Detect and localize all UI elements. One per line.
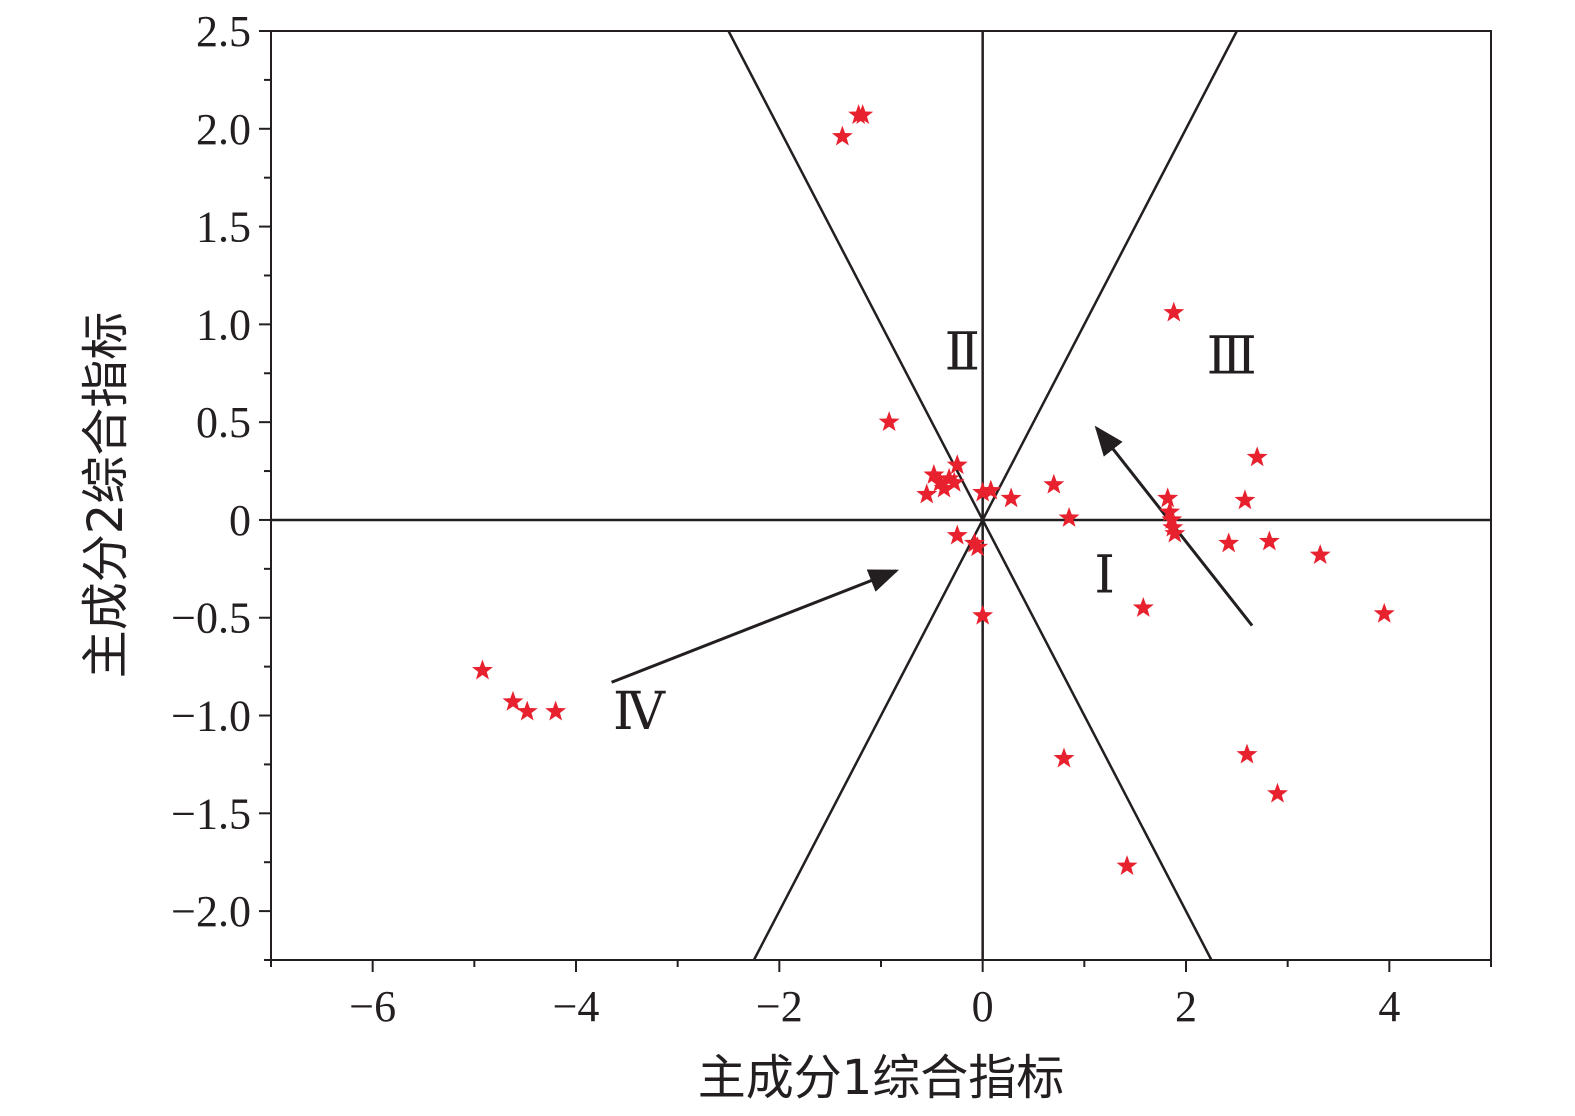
data-point — [916, 483, 938, 504]
data-point — [1309, 544, 1331, 565]
y-axis: 2.5 2.0 1.5 1.0 0.5 0 −0.5 −1.0 −1.5 −2.0 — [171, 7, 271, 961]
data-point — [1246, 446, 1268, 467]
data-point — [1234, 489, 1256, 510]
y-tick-label: −1.0 — [171, 692, 251, 741]
plot-frame — [270, 30, 1492, 961]
data-point — [1157, 487, 1179, 508]
y-axis-title: 主成分2综合指标 — [78, 312, 134, 679]
trend-arrows — [611, 425, 1254, 684]
region-label: Ⅰ — [1094, 547, 1115, 604]
x-axis: −6 −4 −2 0 2 4 — [270, 960, 1492, 1031]
data-point — [472, 659, 493, 680]
data-point — [1236, 743, 1258, 764]
data-point — [1000, 487, 1022, 508]
data-point — [972, 604, 994, 625]
y-tick-label: −1.5 — [171, 789, 251, 838]
data-point — [967, 536, 989, 557]
y-tick-label: −2.0 — [171, 887, 251, 936]
data-point — [1053, 747, 1075, 768]
data-point — [933, 477, 955, 498]
data-point — [964, 532, 985, 553]
y-tick-label: 0 — [229, 496, 251, 545]
data-point — [1162, 516, 1184, 537]
data-point — [1258, 530, 1280, 551]
data-point — [943, 471, 965, 492]
data-point — [1373, 602, 1395, 623]
data-point — [1161, 508, 1183, 529]
x-tick-label: −6 — [349, 982, 396, 1031]
data-point — [1058, 506, 1080, 527]
region-label: Ⅲ — [1207, 328, 1257, 385]
x-axis-title: 主成分1综合指标 — [698, 1050, 1065, 1106]
x-tick-label: 0 — [972, 982, 994, 1031]
x-tick-label: 2 — [1175, 982, 1197, 1031]
y-tick-label: 2.0 — [196, 105, 251, 154]
data-point — [1159, 501, 1181, 522]
data-point — [923, 463, 945, 484]
y-tick-label: 1.0 — [196, 300, 251, 349]
data-point — [1218, 532, 1240, 553]
y-tick-label: 2.5 — [196, 7, 251, 56]
region-labels: Ⅰ Ⅱ Ⅲ Ⅳ — [613, 324, 1257, 741]
data-point — [516, 700, 538, 721]
reference-lines — [271, 31, 1491, 960]
data-point — [831, 125, 853, 146]
data-point — [1132, 596, 1154, 617]
data-point — [878, 411, 900, 432]
y-tick-label: −0.5 — [171, 594, 251, 643]
y-tick-label: 1.5 — [196, 203, 251, 252]
data-point — [1267, 782, 1288, 803]
data-point — [1043, 473, 1065, 494]
data-point — [929, 471, 951, 492]
trend-arrow-1 — [611, 569, 900, 684]
data-point — [852, 104, 874, 124]
data-point — [1116, 855, 1138, 876]
x-tick-label: 4 — [1378, 982, 1400, 1031]
data-point — [938, 467, 960, 488]
reference-line-3 — [727, 31, 1213, 960]
y-tick-label: 0.5 — [196, 398, 251, 447]
data-point — [946, 454, 968, 475]
data-point — [1164, 522, 1186, 543]
region-label: Ⅱ — [945, 324, 980, 381]
data-point — [545, 700, 567, 721]
data-point — [1163, 301, 1185, 322]
x-tick-label: −2 — [756, 982, 803, 1031]
data-point — [502, 690, 524, 711]
data-point — [980, 479, 1002, 500]
region-label: Ⅳ — [613, 684, 666, 741]
data-point — [946, 524, 968, 545]
data-points — [472, 104, 1395, 876]
data-point — [972, 481, 994, 502]
x-tick-label: −4 — [553, 982, 600, 1031]
